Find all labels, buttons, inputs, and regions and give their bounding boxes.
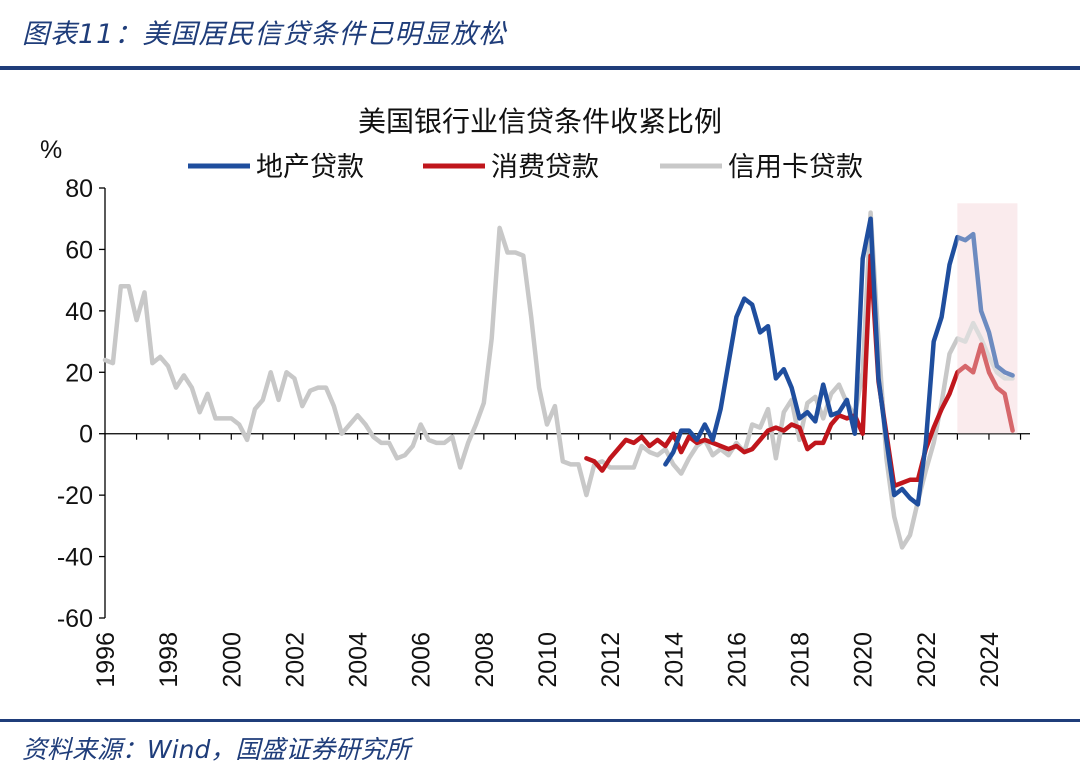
- x-tick-label: 2012: [597, 632, 625, 688]
- x-tick-label: 2008: [471, 632, 499, 688]
- series-line-1: [584, 253, 1015, 489]
- series-line-0: [663, 216, 1015, 507]
- y-tick-label: 40: [65, 298, 93, 326]
- top-divider: [0, 66, 1080, 70]
- x-tick-label: 2002: [281, 632, 309, 688]
- series-line-2: [102, 210, 1015, 550]
- x-tick-label: 2004: [345, 632, 373, 688]
- highlight-layer: [957, 203, 1018, 434]
- x-tick-label: 2016: [723, 632, 751, 688]
- y-tick-label: 20: [65, 359, 93, 387]
- x-tick-label: 2018: [787, 632, 815, 688]
- y-tick-label: -20: [57, 482, 93, 510]
- highlight-region: [957, 203, 1018, 434]
- y-axis-unit-label: %: [40, 136, 62, 164]
- series-layer: [102, 203, 1018, 550]
- y-tick-label: -40: [57, 544, 93, 572]
- y-tick-label: 0: [79, 421, 93, 449]
- x-tick-label: 1996: [92, 632, 120, 688]
- figure-title: 图表11：美国居民信贷条件已明显放松: [22, 19, 507, 50]
- legend-label: 消费贷款: [491, 152, 599, 183]
- x-tick-label: 2010: [534, 632, 562, 688]
- y-tick-label: 60: [65, 236, 93, 264]
- x-tick-label: 2014: [660, 632, 688, 688]
- x-tick-label: 2022: [913, 632, 941, 688]
- x-tick-label: 2006: [408, 632, 436, 688]
- legend-label: 信用卡贷款: [728, 152, 863, 183]
- x-tick-label: 2020: [850, 632, 878, 688]
- source-note: 资料来源：Wind，国盛证券研究所: [22, 735, 411, 764]
- x-tick-label: 1998: [155, 632, 183, 688]
- chart-title: 美国银行业信贷条件收紧比例: [358, 105, 722, 138]
- highlight-overlay: [957, 203, 1018, 434]
- y-tick-label: 80: [65, 175, 93, 203]
- x-tick-label: 2024: [976, 632, 1004, 688]
- bottom-divider: [0, 719, 1080, 722]
- axes-layer: [99, 187, 1030, 619]
- x-tick-label: 2000: [218, 632, 246, 688]
- legend-label: 地产贷款: [256, 152, 364, 183]
- y-tick-label: -60: [57, 605, 93, 633]
